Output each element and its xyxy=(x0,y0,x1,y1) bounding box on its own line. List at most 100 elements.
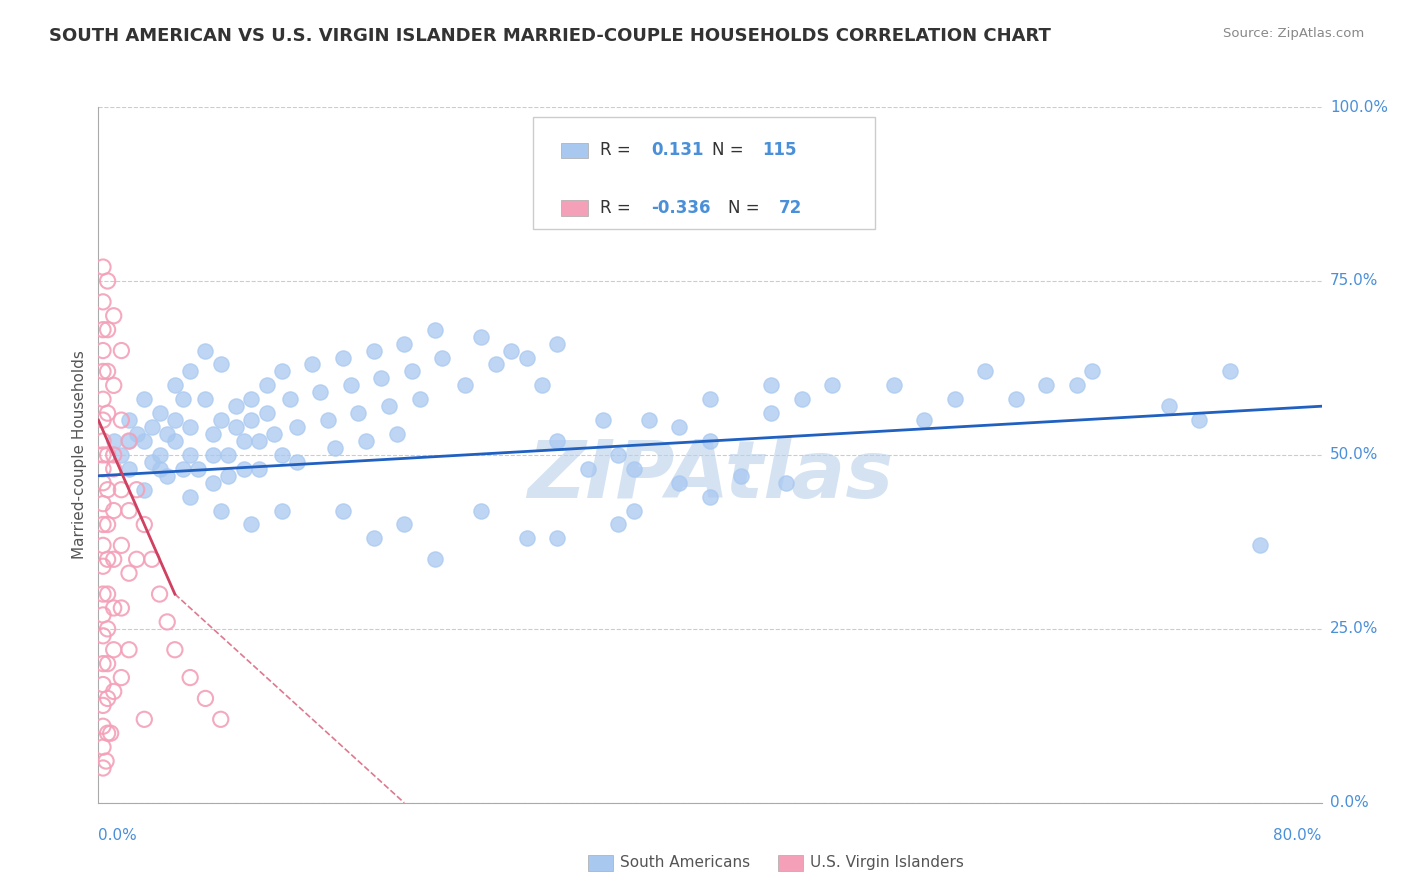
Point xyxy=(134,392,156,407)
Point xyxy=(187,462,209,476)
Point xyxy=(179,448,201,462)
Point xyxy=(163,413,186,427)
Point xyxy=(100,726,122,740)
Point xyxy=(110,601,132,615)
Point xyxy=(110,343,132,358)
Point xyxy=(775,475,797,490)
Point xyxy=(423,323,446,337)
Point xyxy=(301,358,323,372)
Point xyxy=(339,378,361,392)
Point xyxy=(118,566,141,581)
Point xyxy=(103,684,125,698)
Point xyxy=(576,462,599,476)
Point xyxy=(103,552,125,566)
Point xyxy=(401,364,423,378)
Point xyxy=(240,517,263,532)
Point xyxy=(97,657,120,671)
Point xyxy=(821,378,844,392)
Point xyxy=(194,691,217,706)
Point xyxy=(91,462,114,476)
Point xyxy=(1219,364,1241,378)
Point xyxy=(163,434,186,448)
Point xyxy=(501,343,523,358)
Text: R =: R = xyxy=(600,141,636,159)
Point xyxy=(370,371,392,385)
Point xyxy=(1157,399,1180,413)
Point xyxy=(103,601,125,615)
Point xyxy=(363,343,385,358)
Point xyxy=(110,538,132,552)
Point xyxy=(883,378,905,392)
Point xyxy=(247,462,270,476)
Point xyxy=(91,761,114,775)
Point xyxy=(103,642,125,657)
Point xyxy=(530,378,553,392)
Text: U.S. Virgin Islanders: U.S. Virgin Islanders xyxy=(810,855,963,870)
Point xyxy=(470,503,492,517)
Point xyxy=(516,351,538,365)
Text: R =: R = xyxy=(600,199,636,217)
Text: Source: ZipAtlas.com: Source: ZipAtlas.com xyxy=(1223,27,1364,40)
Point xyxy=(118,434,141,448)
Point xyxy=(546,336,568,351)
Point xyxy=(91,434,114,448)
Point xyxy=(156,468,179,483)
Point xyxy=(97,552,120,566)
Point xyxy=(179,671,201,685)
Point xyxy=(134,517,156,532)
Point xyxy=(247,434,270,448)
Point xyxy=(194,392,217,407)
Point xyxy=(91,517,114,532)
Point xyxy=(270,503,294,517)
Text: 0.131: 0.131 xyxy=(651,141,704,159)
Point xyxy=(103,448,125,462)
Point xyxy=(141,420,163,434)
Point xyxy=(516,532,538,546)
Point xyxy=(91,343,114,358)
Point xyxy=(91,538,114,552)
Point xyxy=(454,378,477,392)
Point xyxy=(1081,364,1104,378)
Text: 72: 72 xyxy=(779,199,801,217)
Point xyxy=(91,657,114,671)
Point xyxy=(423,552,446,566)
Point xyxy=(623,503,645,517)
Point xyxy=(974,364,997,378)
Point xyxy=(91,364,114,378)
Point xyxy=(232,462,254,476)
Point xyxy=(1035,378,1057,392)
Point xyxy=(385,427,408,442)
Point xyxy=(97,406,120,420)
Point xyxy=(1004,392,1026,407)
Point xyxy=(392,336,416,351)
Point xyxy=(91,392,114,407)
Point xyxy=(118,503,141,517)
Text: 80.0%: 80.0% xyxy=(1274,828,1322,843)
Point xyxy=(668,420,690,434)
Text: 0.0%: 0.0% xyxy=(98,828,138,843)
Text: SOUTH AMERICAN VS U.S. VIRGIN ISLANDER MARRIED-COUPLE HOUSEHOLDS CORRELATION CHA: SOUTH AMERICAN VS U.S. VIRGIN ISLANDER M… xyxy=(49,27,1052,45)
Point xyxy=(209,503,232,517)
Point xyxy=(912,413,935,427)
Point xyxy=(149,406,172,420)
FancyBboxPatch shape xyxy=(561,143,588,158)
Point xyxy=(592,413,614,427)
FancyBboxPatch shape xyxy=(533,118,875,229)
Point xyxy=(209,358,232,372)
Point xyxy=(97,587,120,601)
Point xyxy=(546,434,568,448)
Point xyxy=(94,754,117,768)
Point xyxy=(699,392,721,407)
Point xyxy=(97,448,120,462)
Point xyxy=(97,483,120,497)
Text: 115: 115 xyxy=(762,141,797,159)
Point xyxy=(125,483,148,497)
Text: 75.0%: 75.0% xyxy=(1330,274,1378,288)
Point xyxy=(285,420,308,434)
Point xyxy=(309,385,332,400)
Point xyxy=(232,434,254,448)
Point xyxy=(91,719,114,733)
Point xyxy=(103,309,125,323)
Point xyxy=(202,475,225,490)
Point xyxy=(141,455,163,469)
